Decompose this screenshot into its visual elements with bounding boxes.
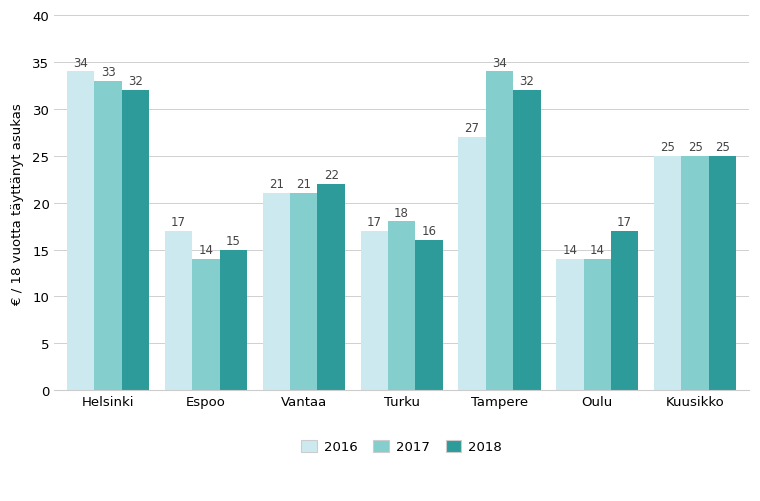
Text: 15: 15 <box>226 234 241 247</box>
Bar <box>415 240 442 390</box>
Text: 32: 32 <box>128 75 143 88</box>
Text: 21: 21 <box>296 178 312 191</box>
Text: 34: 34 <box>492 57 507 70</box>
Text: 25: 25 <box>715 141 730 154</box>
Bar <box>122 91 149 390</box>
Bar <box>556 260 584 390</box>
Text: 33: 33 <box>101 66 116 79</box>
Y-axis label: € / 18 vuotta täyttänyt asukas: € / 18 vuotta täyttänyt asukas <box>11 103 24 304</box>
Bar <box>709 156 736 390</box>
Text: 17: 17 <box>617 215 632 228</box>
Bar <box>318 184 345 390</box>
Bar <box>611 231 638 390</box>
Bar <box>290 194 318 390</box>
Bar <box>94 82 122 390</box>
Text: 25: 25 <box>688 141 702 154</box>
Text: 17: 17 <box>367 215 382 228</box>
Bar <box>486 72 513 390</box>
Text: 14: 14 <box>198 243 214 257</box>
Text: 21: 21 <box>269 178 284 191</box>
Bar <box>67 72 94 390</box>
Bar <box>192 260 220 390</box>
Bar <box>513 91 540 390</box>
Text: 27: 27 <box>464 122 480 135</box>
Bar <box>654 156 682 390</box>
Bar <box>388 222 415 390</box>
Text: 16: 16 <box>422 225 436 238</box>
Text: 32: 32 <box>519 75 534 88</box>
Bar <box>682 156 709 390</box>
Bar <box>263 194 290 390</box>
Bar <box>458 138 486 390</box>
Text: 14: 14 <box>562 243 578 257</box>
Text: 25: 25 <box>660 141 675 154</box>
Text: 22: 22 <box>324 169 339 182</box>
Text: 14: 14 <box>590 243 605 257</box>
Text: 17: 17 <box>171 215 186 228</box>
Bar <box>220 250 247 390</box>
Text: 18: 18 <box>394 206 409 219</box>
Bar <box>584 260 611 390</box>
Bar <box>165 231 192 390</box>
Text: 34: 34 <box>73 57 88 70</box>
Legend: 2016, 2017, 2018: 2016, 2017, 2018 <box>296 434 507 459</box>
Bar <box>360 231 388 390</box>
